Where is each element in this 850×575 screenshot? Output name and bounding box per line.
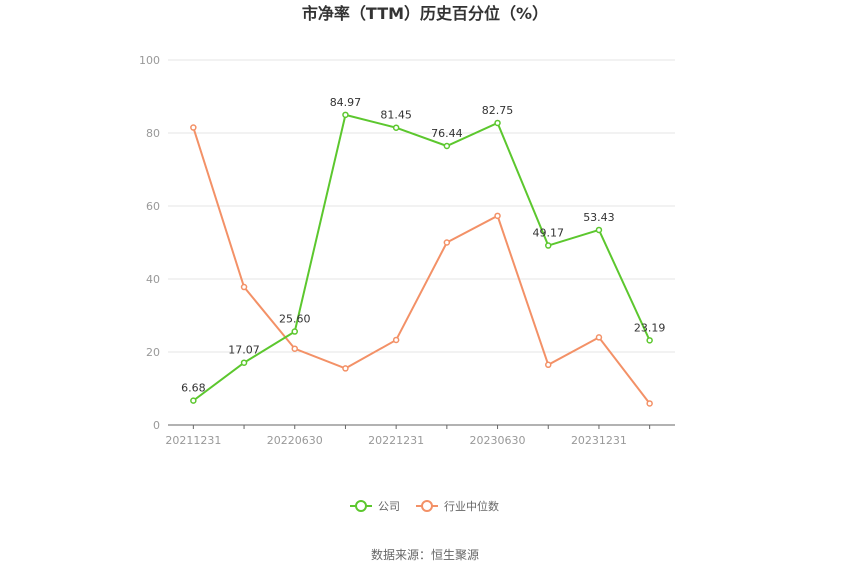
- source-note: 数据来源：恒生聚源: [371, 547, 479, 562]
- legend-label: 公司: [378, 500, 400, 513]
- data-label: 53.43: [583, 211, 615, 224]
- legend-item-1[interactable]: 行业中位数: [416, 499, 499, 513]
- data-point[interactable]: [494, 119, 501, 127]
- data-point[interactable]: [545, 242, 552, 249]
- data-label: 25.60: [279, 313, 311, 326]
- y-tick-label: 40: [146, 273, 160, 286]
- data-point[interactable]: [392, 124, 400, 131]
- data-point[interactable]: [342, 365, 349, 372]
- data-point[interactable]: [240, 283, 248, 291]
- x-tick-label: 20230630: [470, 434, 526, 447]
- data-point[interactable]: [291, 345, 298, 352]
- legend-label: 行业中位数: [444, 499, 499, 513]
- legend-marker: [421, 500, 433, 512]
- data-point[interactable]: [646, 337, 653, 344]
- y-tick-label: 100: [139, 54, 160, 67]
- data-point[interactable]: [545, 361, 552, 369]
- legend-item-0[interactable]: 公司: [350, 500, 400, 513]
- data-point[interactable]: [190, 397, 197, 404]
- x-axis: 20211231 20220630 20221231 20230630 20231231: [165, 424, 675, 447]
- y-tick-label: 20: [146, 346, 160, 359]
- series-line-1: [192, 127, 651, 405]
- y-tick-label: 60: [146, 200, 160, 213]
- x-tick-label: 20231231: [571, 434, 627, 447]
- data-point[interactable]: [291, 328, 298, 335]
- data-label: 49.17: [533, 227, 565, 240]
- data-label: 6.68: [181, 382, 206, 395]
- grid: [168, 59, 675, 353]
- data-point[interactable]: [392, 336, 400, 344]
- data-label: 76.44: [431, 127, 463, 140]
- x-tick-label: 20211231: [165, 434, 221, 447]
- data-label: 17.07: [228, 344, 260, 357]
- x-tick-label: 20220630: [267, 434, 323, 447]
- x-tick-label: 20221231: [368, 434, 424, 447]
- data-point[interactable]: [443, 142, 451, 150]
- data-point[interactable]: [494, 212, 501, 220]
- data-labels: 6.68 17.07 25.60 84.97 81.45 76.44 82.75 49.17 5…: [181, 96, 665, 395]
- data-label: 82.75: [482, 104, 514, 117]
- data-point[interactable]: [595, 334, 603, 341]
- data-label: 23.19: [634, 321, 666, 334]
- y-axis: 0 20 40 60 80 100: [139, 54, 160, 432]
- y-tick-label: 0: [153, 419, 160, 432]
- chart-title: 市净率（TTM）历史百分位（%）: [302, 4, 548, 23]
- data-label: 81.45: [380, 109, 412, 122]
- data-point[interactable]: [595, 226, 603, 234]
- legend[interactable]: 公司 行业中位数: [350, 499, 499, 513]
- data-point[interactable]: [240, 359, 248, 366]
- series-line-0: [192, 113, 651, 402]
- data-point[interactable]: [646, 400, 653, 407]
- data-point[interactable]: [443, 239, 451, 246]
- series-layer: [190, 111, 653, 407]
- y-tick-label: 80: [146, 127, 160, 140]
- legend-marker: [355, 500, 367, 512]
- data-label: 84.97: [330, 96, 362, 109]
- data-point[interactable]: [342, 111, 349, 119]
- data-point[interactable]: [190, 124, 197, 131]
